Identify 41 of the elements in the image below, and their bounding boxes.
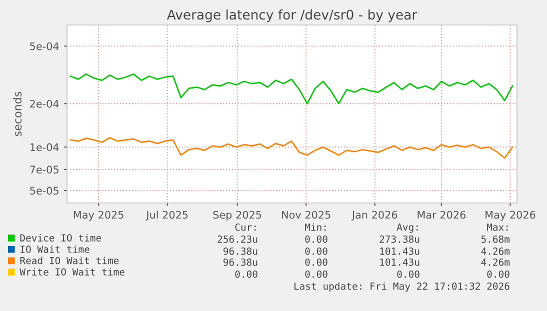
y-tick-label: 1e-04 [30, 143, 59, 152]
text: Avg: [396, 224, 418, 233]
y-tick-label: 5e-04 [30, 42, 59, 50]
text: 0.00 [235, 270, 258, 278]
text: 0.00 [397, 270, 420, 278]
text: 0.00 [305, 270, 328, 278]
legend-label: Read IO Wait time [20, 256, 119, 264]
line-series [70, 137, 514, 159]
y-axis-title: seconds [13, 92, 22, 136]
legend-label: Write IO Wait time [20, 268, 124, 276]
x-tick-label: May 2026 [486, 210, 536, 221]
text: 101.43u [380, 258, 420, 266]
line-series [70, 73, 514, 104]
text: 0.00 [305, 235, 328, 243]
text: 96.38u [223, 258, 258, 266]
legend-label: Device IO time [20, 234, 102, 242]
x-tick-label: Sep 2025 [213, 210, 262, 221]
text: Min: [304, 223, 326, 231]
text: 0.00 [305, 258, 328, 266]
y-tick-label: 2e-04 [30, 100, 59, 108]
text: 0.00 [487, 270, 510, 278]
x-tick-label: May 2025 [74, 210, 124, 221]
x-tick-label: Jul 2025 [146, 210, 188, 221]
text: 4.26m [481, 258, 510, 266]
y-tick-label: 5e-05 [30, 186, 58, 195]
text: 4.26m [481, 247, 510, 255]
text: Cur: [235, 223, 256, 231]
chart-title: Average latency for /dev/sr0 - by year [166, 9, 418, 22]
x-tick-label: Jan 2026 [351, 210, 398, 221]
legend-label: IO Wait time [20, 245, 90, 253]
x-tick-label: Nov 2025 [282, 210, 330, 219]
text: 0.00 [305, 247, 328, 255]
text: 5.68m [481, 235, 510, 243]
y-tick-label: 7e-05 [30, 166, 58, 174]
x-tick-label: Mar 2026 [418, 210, 466, 219]
text: 96.38u [223, 247, 258, 255]
text: Last update: Fri May 22 17:01:32 2026 [294, 282, 510, 292]
text: Max: [486, 224, 508, 231]
text: 273.38u [380, 235, 420, 243]
text: 101.43u [380, 247, 420, 255]
text: 256.23u [218, 235, 258, 243]
